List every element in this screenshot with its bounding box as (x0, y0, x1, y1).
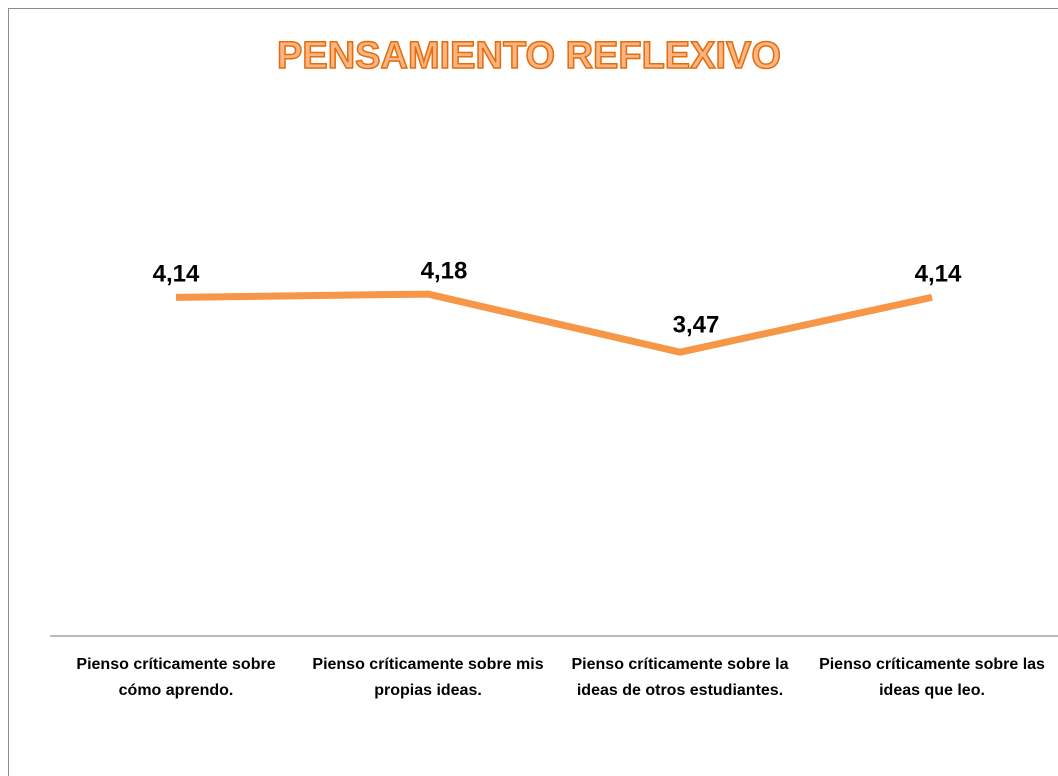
data-label: 4,14 (915, 261, 962, 288)
chart-frame (8, 8, 1058, 776)
data-label: 4,18 (421, 257, 468, 284)
x-tick-label: Pienso críticamente sobre las ideas que … (819, 656, 1045, 699)
chart-title: PENSAMIENTO REFLEXIVO (277, 35, 781, 77)
data-label: 4,14 (153, 261, 200, 288)
x-tick-label: Pienso críticamente sobre la ideas de ot… (571, 656, 789, 699)
x-tick-label: Pienso críticamente sobre mis propias id… (312, 656, 544, 699)
line (175, 290, 933, 356)
x-tick-label: Pienso críticamente sobre cómo aprendo. (76, 656, 276, 699)
data-label: 3,47 (673, 311, 720, 338)
